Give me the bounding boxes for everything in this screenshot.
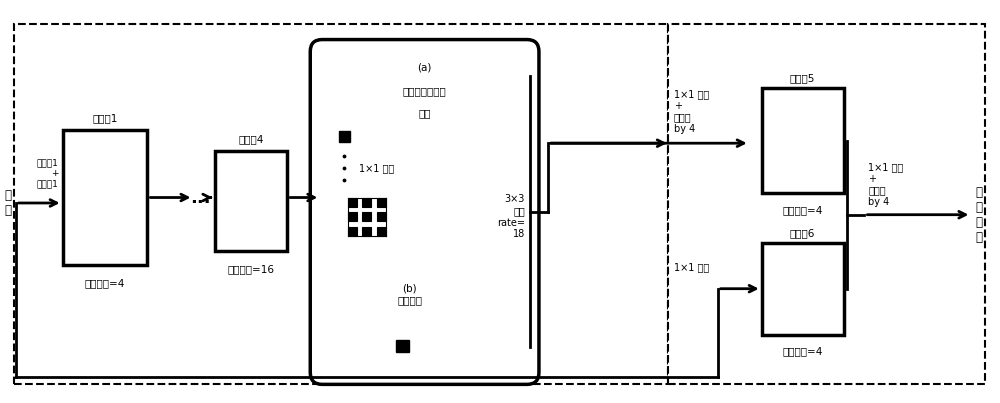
Bar (362, 227, 371, 236)
FancyBboxPatch shape (14, 24, 668, 384)
FancyBboxPatch shape (762, 243, 844, 334)
Text: 1×1 卷积
+
上采样
by 4: 1×1 卷积 + 上采样 by 4 (868, 162, 904, 207)
Text: 特征图1: 特征图1 (92, 113, 118, 123)
Text: 3×3
卷积
rate=
18: 3×3 卷积 rate= 18 (497, 194, 525, 239)
Text: 特征图5: 特征图5 (790, 73, 815, 83)
Bar (377, 198, 386, 207)
Text: 1×1 卷积: 1×1 卷积 (359, 163, 394, 173)
Bar (348, 198, 357, 207)
Bar (362, 198, 371, 207)
Bar (377, 212, 386, 221)
Text: 原
图: 原 图 (5, 189, 12, 217)
FancyBboxPatch shape (668, 24, 985, 384)
Text: (b)
图像池化: (b) 图像池化 (397, 284, 422, 305)
FancyBboxPatch shape (762, 88, 844, 193)
Text: 1×1 卷积
+
上采样
by 4: 1×1 卷积 + 上采样 by 4 (674, 89, 709, 134)
Text: 池化: 池化 (418, 108, 431, 118)
Text: 空洞空间金字塔: 空洞空间金字塔 (403, 86, 446, 96)
FancyBboxPatch shape (215, 151, 287, 251)
Bar (396, 339, 409, 353)
Text: 输出步长=4: 输出步长=4 (85, 278, 125, 288)
Text: 卷积层1
+
池化层1: 卷积层1 + 池化层1 (37, 158, 59, 188)
Bar (348, 212, 357, 221)
Text: 1×1 卷积: 1×1 卷积 (674, 262, 709, 272)
Bar (377, 227, 386, 236)
Bar (362, 212, 371, 221)
FancyBboxPatch shape (310, 39, 539, 384)
Text: 特征图4: 特征图4 (239, 134, 264, 144)
Text: 特征图6: 特征图6 (790, 228, 815, 238)
Text: 输出步长=4: 输出步长=4 (782, 347, 823, 357)
Bar (339, 131, 350, 142)
Text: (a): (a) (417, 62, 432, 73)
Text: 输出步长=4: 输出步长=4 (782, 205, 823, 215)
Text: ...: ... (190, 189, 211, 206)
Text: 预
测
图
像: 预 测 图 像 (976, 186, 983, 244)
Text: 输出步长=16: 输出步长=16 (228, 264, 275, 274)
FancyBboxPatch shape (63, 130, 147, 265)
Bar (348, 227, 357, 236)
